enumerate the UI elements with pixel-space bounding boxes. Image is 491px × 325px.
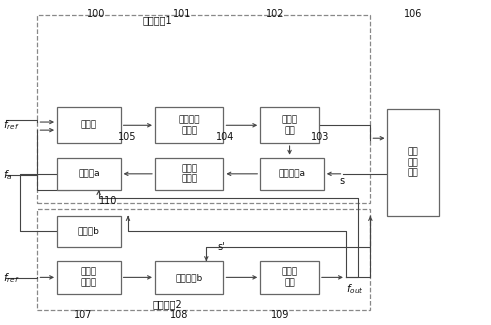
Bar: [260, 158, 324, 190]
Text: 104: 104: [216, 132, 234, 142]
Text: 110: 110: [99, 196, 118, 206]
Text: 环路
选择
模块: 环路 选择 模块: [408, 148, 418, 177]
Text: 分频器b: 分频器b: [78, 227, 100, 236]
Text: 锁相环路1: 锁相环路1: [142, 15, 172, 25]
Text: 开关电路b: 开关电路b: [176, 273, 203, 282]
Text: 分频器a: 分频器a: [78, 169, 100, 178]
Text: $f_{ref}$: $f_{ref}$: [3, 118, 20, 132]
Text: 开关电路a: 开关电路a: [278, 169, 305, 178]
Bar: [260, 108, 319, 143]
Text: s': s': [217, 242, 225, 252]
Text: 109: 109: [271, 310, 289, 319]
Text: 压控振
荡器: 压控振 荡器: [281, 268, 298, 287]
Text: 电压转
换电路: 电压转 换电路: [81, 268, 97, 287]
Text: 102: 102: [266, 9, 284, 19]
Bar: [37, 15, 370, 203]
Bar: [155, 158, 223, 190]
Text: $f_{out}$: $f_{out}$: [346, 282, 364, 296]
Text: 鉴频器: 鉴频器: [81, 121, 97, 130]
Bar: [57, 216, 121, 247]
Text: s: s: [340, 176, 345, 186]
Text: 101: 101: [173, 9, 191, 19]
Text: 脉冲补
抹电路: 脉冲补 抹电路: [181, 164, 197, 184]
Bar: [37, 209, 370, 310]
Bar: [57, 261, 121, 293]
Text: 105: 105: [118, 132, 136, 142]
Text: 100: 100: [87, 9, 106, 19]
Text: 106: 106: [404, 9, 423, 19]
Bar: [57, 158, 121, 190]
Bar: [155, 108, 223, 143]
Bar: [57, 108, 121, 143]
Text: 时间数字
转换器: 时间数字 转换器: [178, 116, 200, 135]
Text: $f_a$: $f_a$: [3, 169, 13, 182]
Text: 107: 107: [74, 310, 92, 319]
Text: 锁相环路2: 锁相环路2: [152, 299, 182, 309]
Bar: [387, 109, 439, 216]
Bar: [155, 261, 223, 293]
Text: 数字滤
波器: 数字滤 波器: [281, 116, 298, 135]
Text: 108: 108: [170, 310, 189, 319]
Text: 103: 103: [311, 132, 329, 142]
Bar: [260, 261, 319, 293]
Text: $f_{ref}$: $f_{ref}$: [3, 271, 20, 285]
